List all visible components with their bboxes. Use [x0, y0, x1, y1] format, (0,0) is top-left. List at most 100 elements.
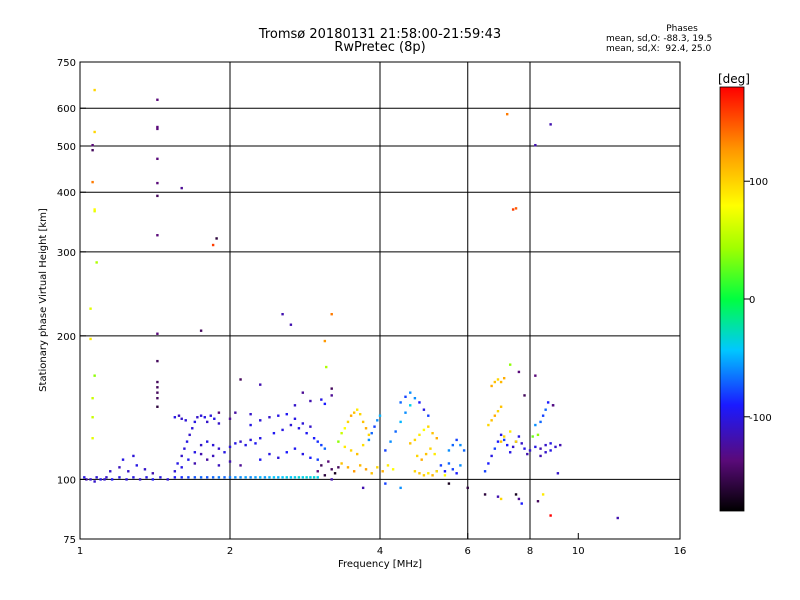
data-point	[301, 476, 305, 479]
data-point	[384, 482, 387, 485]
chart-title-line2: RwPretec (8p)	[334, 40, 426, 55]
y-tick-label: 400	[57, 188, 76, 199]
x-tick-label: 10	[572, 546, 585, 557]
data-points	[83, 88, 619, 520]
data-point	[272, 476, 276, 479]
data-point	[93, 374, 96, 377]
data-point	[217, 411, 221, 414]
data-point	[309, 476, 312, 479]
data-point	[554, 445, 557, 449]
data-point	[520, 442, 523, 445]
data-point	[490, 384, 493, 388]
data-point	[193, 420, 197, 424]
data-point	[132, 476, 135, 479]
data-point	[536, 433, 540, 437]
data-point	[502, 438, 506, 442]
data-point	[499, 440, 503, 443]
data-point	[91, 437, 94, 440]
data-point	[337, 440, 340, 443]
data-point	[361, 443, 365, 447]
data-point	[196, 416, 199, 419]
colorbar-tick-label: 0	[749, 295, 755, 306]
data-point	[151, 472, 155, 475]
data-point	[285, 476, 288, 479]
data-point	[394, 430, 397, 433]
data-point	[431, 431, 434, 435]
data-point	[499, 405, 503, 408]
data-point	[143, 468, 147, 471]
data-point	[254, 442, 257, 445]
data-point	[199, 414, 203, 417]
data-point	[91, 416, 94, 419]
data-point	[184, 419, 187, 422]
data-point	[263, 476, 267, 479]
data-point	[352, 411, 356, 414]
data-point	[505, 112, 509, 116]
data-point	[349, 414, 353, 417]
data-point	[193, 462, 197, 465]
data-point	[156, 181, 159, 185]
data-point	[330, 387, 333, 390]
data-point	[199, 476, 203, 479]
data-point	[223, 451, 226, 454]
x-tick-label: 6	[465, 546, 471, 557]
data-point	[466, 486, 469, 490]
data-point	[502, 435, 506, 438]
data-point	[180, 454, 183, 458]
data-point	[173, 416, 177, 419]
data-point	[93, 88, 96, 92]
data-point	[234, 411, 237, 414]
data-point	[205, 458, 209, 461]
data-point	[316, 476, 319, 479]
data-point	[496, 378, 500, 381]
data-point	[325, 365, 328, 369]
data-point	[228, 445, 232, 449]
data-point	[132, 454, 135, 458]
data-point	[183, 447, 186, 450]
data-point	[431, 474, 434, 477]
data-point	[389, 440, 392, 443]
data-point	[109, 470, 112, 473]
data-point	[534, 423, 537, 427]
data-point	[427, 414, 430, 417]
data-point	[459, 443, 462, 447]
data-point	[91, 148, 94, 152]
data-point	[95, 476, 98, 479]
data-point	[376, 419, 379, 422]
colorbar-label: [deg]	[718, 72, 750, 86]
data-point	[549, 514, 552, 517]
data-point	[156, 125, 159, 129]
data-point	[93, 480, 96, 483]
data-point	[370, 472, 373, 475]
data-point	[455, 438, 458, 442]
data-point	[293, 447, 297, 450]
data-point	[559, 443, 562, 447]
data-point	[346, 420, 350, 424]
data-point	[404, 411, 407, 414]
data-point	[151, 478, 155, 481]
data-point	[343, 445, 347, 449]
data-point	[85, 478, 88, 481]
y-tick-label: 500	[57, 142, 76, 153]
data-point	[293, 476, 297, 479]
data-point	[217, 447, 221, 450]
data-point	[91, 180, 94, 184]
data-point	[118, 476, 121, 479]
data-point	[191, 427, 194, 430]
data-point	[443, 474, 447, 477]
data-point	[316, 440, 319, 443]
data-point	[105, 476, 108, 479]
data-point	[508, 363, 512, 366]
data-point	[490, 419, 493, 422]
data-point	[180, 417, 183, 420]
data-point	[95, 261, 98, 264]
data-point	[103, 478, 106, 481]
data-point	[93, 208, 96, 211]
data-point	[316, 470, 319, 473]
data-point	[355, 452, 359, 456]
data-point	[173, 470, 177, 473]
data-point	[217, 476, 221, 479]
data-point	[413, 396, 417, 400]
data-point	[89, 307, 92, 310]
data-point	[135, 464, 138, 467]
